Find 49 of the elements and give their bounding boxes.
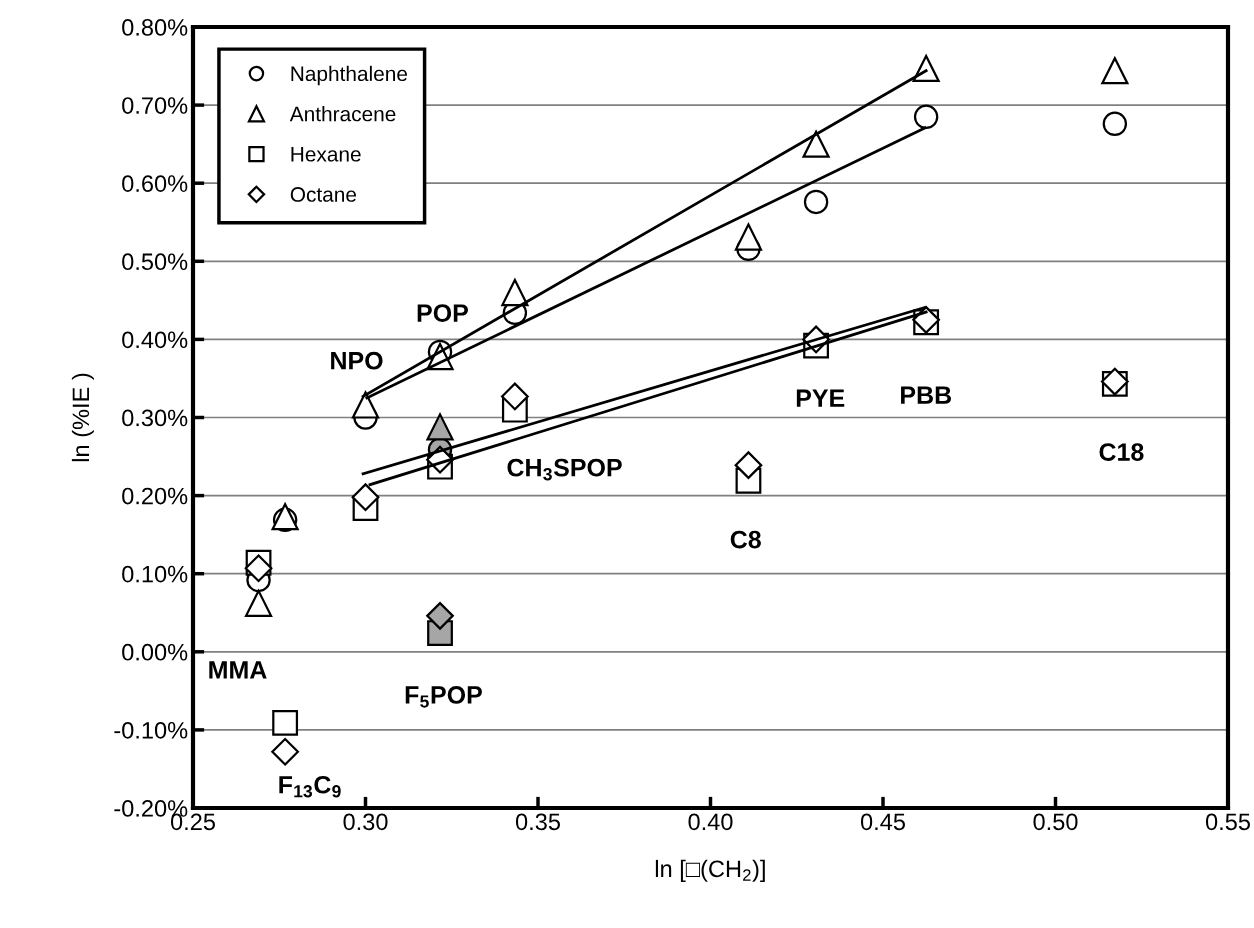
annotation: CH$_{3}$SPOP [507,458,622,481]
annotation: F$_{5}$POP [405,686,482,708]
y-tick-label: 0.10% [122,565,188,583]
point [501,382,529,411]
y-tick-label: 0.60% [122,175,188,192]
annotation: C18 [1099,443,1144,461]
y-tick-label: 0.30% [122,409,188,427]
legend-label: Anthracene [289,106,396,122]
y-tick-label: 0.70% [122,97,188,114]
annotation: C8 [730,530,761,549]
point [244,589,273,617]
point [913,104,939,130]
point [501,278,529,307]
x-tick-label: 0.45 [860,813,905,831]
point [1101,57,1129,85]
x-tick-label: 0.30 [343,813,388,831]
y-tick-label: 0.00% [122,643,188,661]
x-tick-label: 0.55 [1205,813,1250,831]
annotation: PBB [901,386,952,404]
y-tick-label: 0.40% [122,331,188,349]
y-tick-label: 0.50% [122,253,188,271]
x-axis-title: ln [□(CH$_{2}$)] [655,859,765,882]
y-axis-title: ln (%IE ) [71,373,94,462]
x-tick-label: 0.50 [1033,813,1078,831]
annotation: NPO [331,351,383,370]
annotation: PYE [796,389,845,407]
point [734,451,763,480]
point [1102,111,1128,137]
legend-label: Octane [290,187,357,202]
legend-label: Hexane [291,147,361,162]
y-tick-label: -0.10% [114,721,188,739]
point [734,223,763,251]
point [272,709,299,736]
annotation: POP [417,304,468,322]
y-tick-label: 0.80% [122,19,188,36]
x-tick-label: 0.40 [688,813,733,831]
point [802,130,830,158]
point [426,602,454,630]
x-tick-label: 0.35 [515,813,560,831]
annotation: MMA [209,661,267,679]
point [244,554,273,583]
legend-label: Naphthalene [291,65,407,86]
point [271,737,299,766]
point [803,189,829,215]
annotation: F$_{13}$C$_{9}$ [279,775,341,798]
y-tick-label: 0.20% [122,487,188,505]
point [426,413,454,441]
point [351,483,380,512]
point [351,391,380,419]
